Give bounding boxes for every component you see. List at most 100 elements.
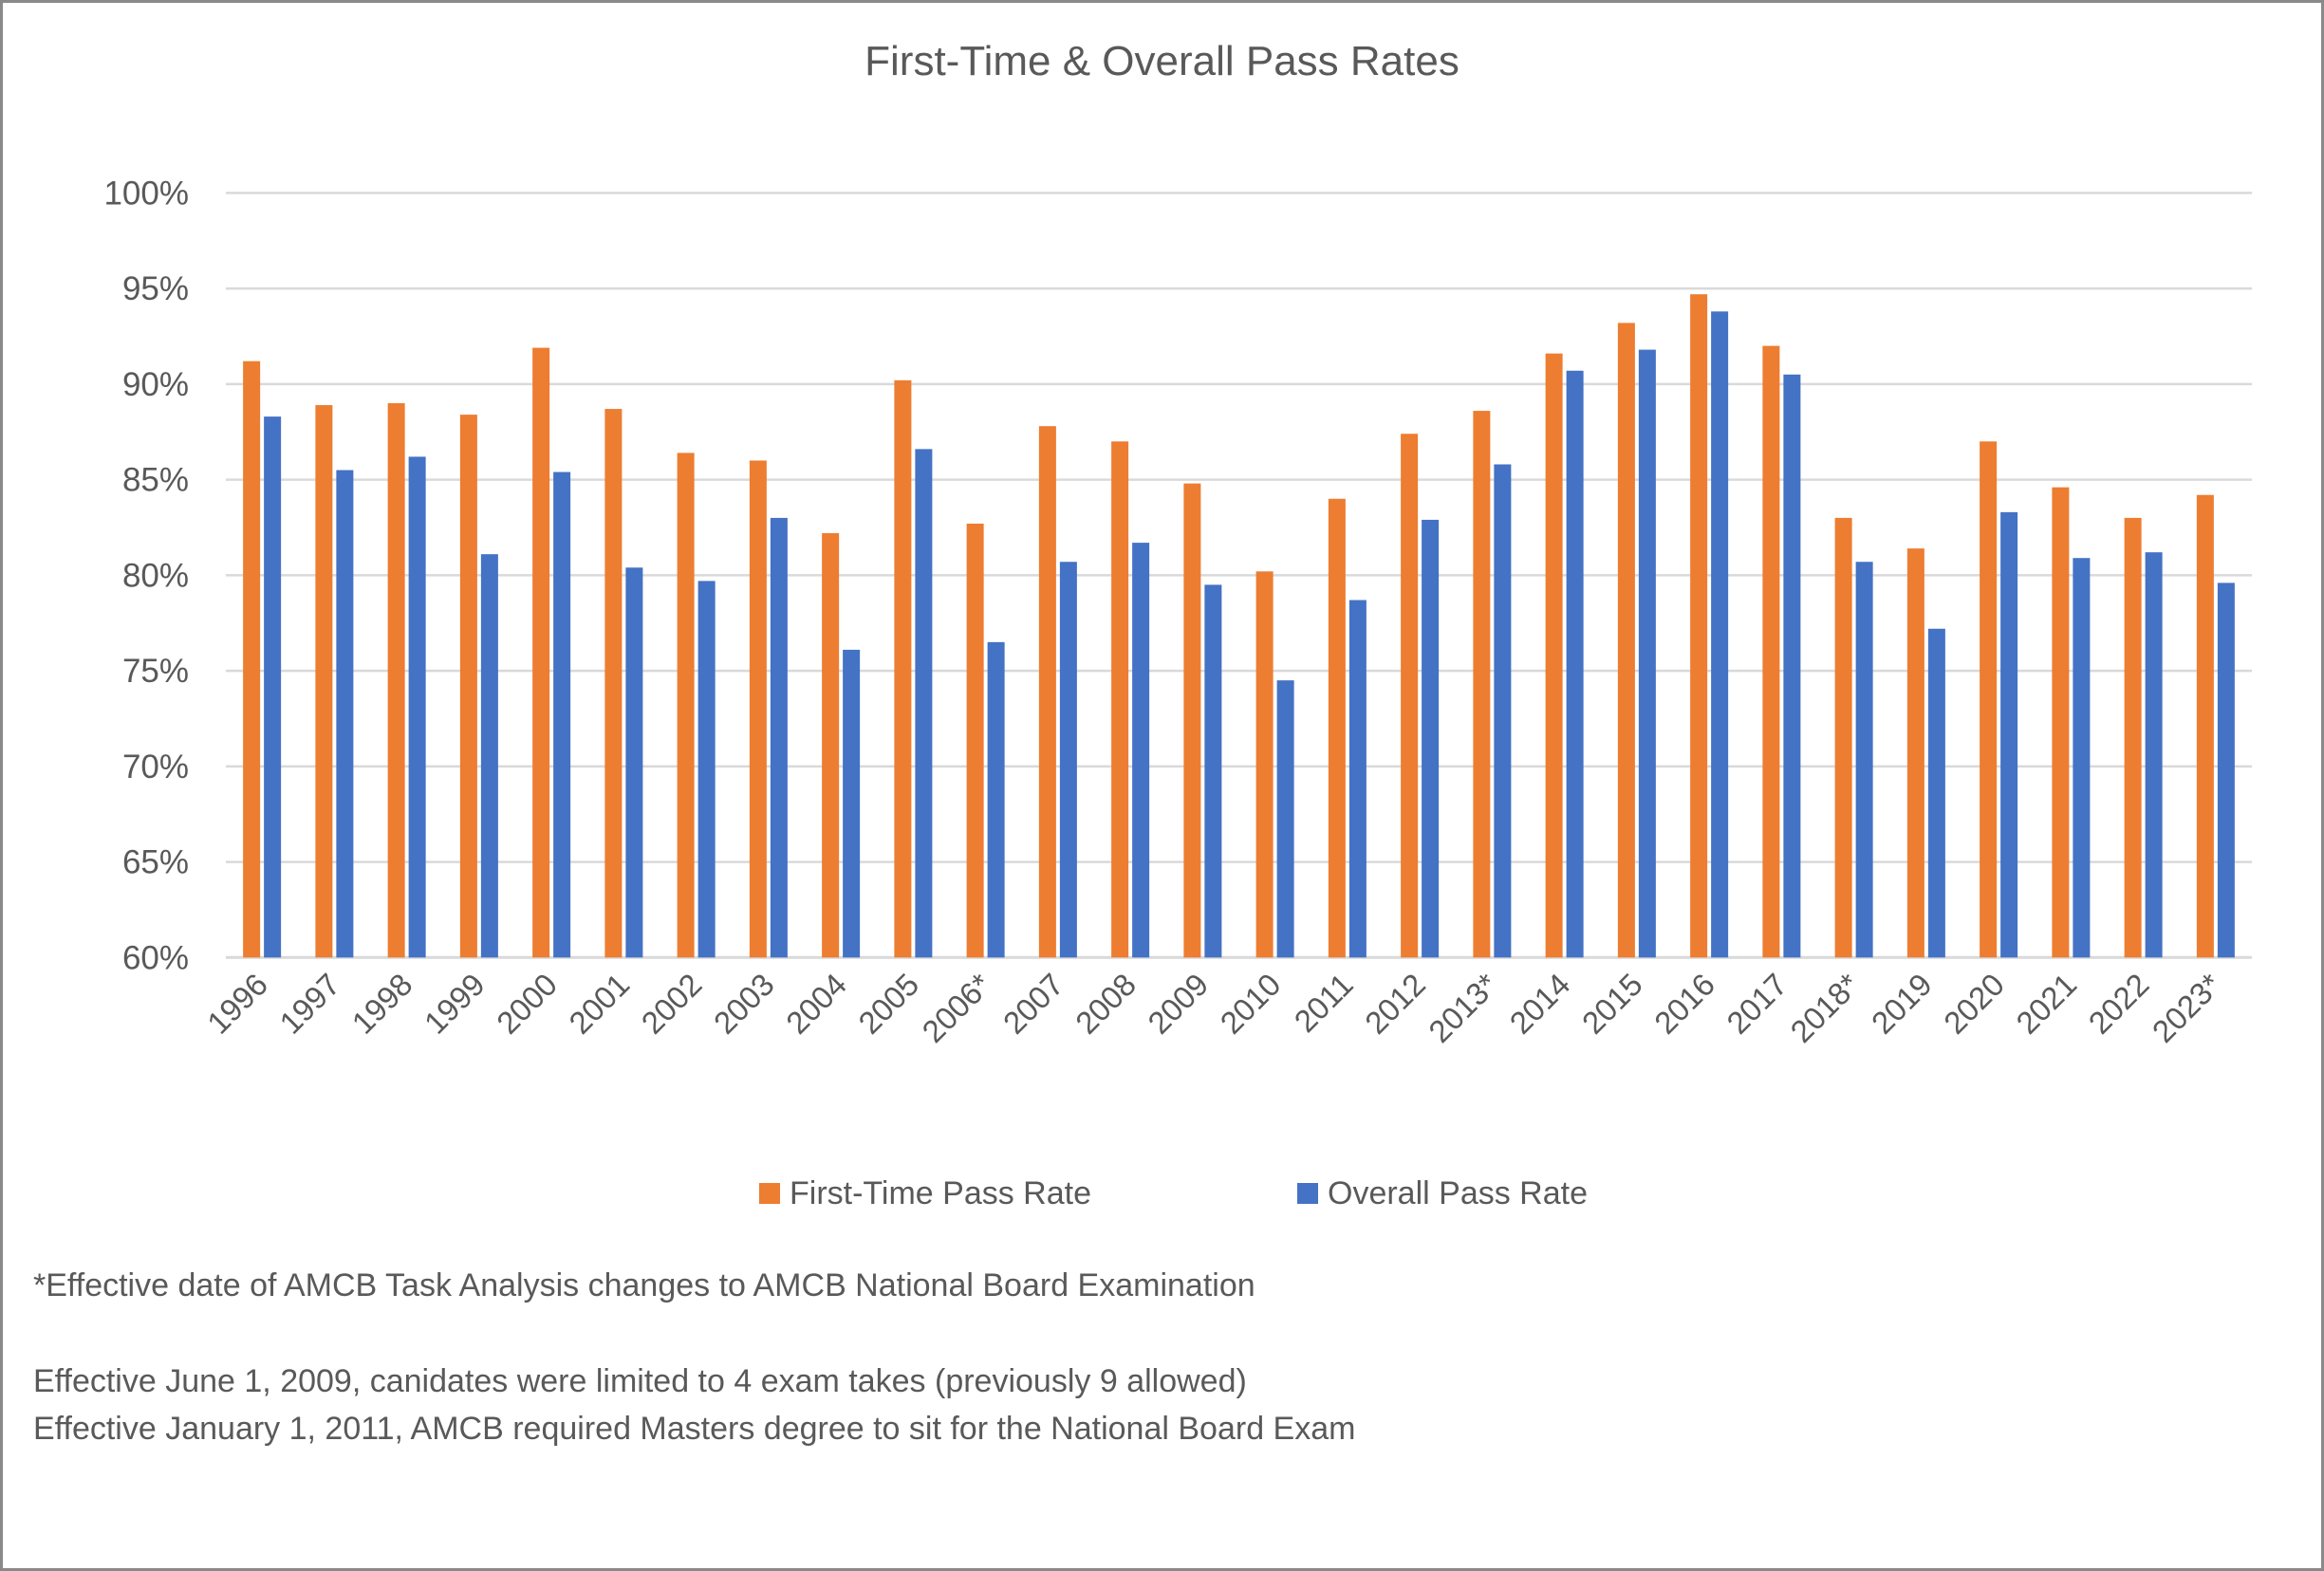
bar-overall-2002	[697, 581, 716, 958]
bar-overall-2000	[553, 471, 571, 958]
legend-label-first-time: First-Time Pass Rate	[790, 1174, 1092, 1211]
legend-item-overall: Overall Pass Rate	[1297, 1173, 1588, 1214]
bar-first-time-2023	[2196, 494, 2214, 958]
bar-overall-2007	[1059, 562, 1077, 958]
x-tick-label: 2016	[1647, 967, 1721, 1041]
bar-first-time-2001	[604, 409, 623, 958]
bar-first-time-2020	[1980, 441, 1998, 958]
legend-swatch-overall	[1297, 1183, 1318, 1204]
bar-first-time-2008	[1111, 441, 1129, 958]
x-tick-label: 1996	[200, 967, 274, 1041]
bar-overall-2009	[1204, 584, 1222, 958]
legend-item-first-time: First-Time Pass Rate	[759, 1173, 1091, 1214]
bar-overall-1998	[408, 456, 426, 958]
bar-first-time-1998	[387, 403, 405, 958]
legend-swatch-first-time	[759, 1183, 780, 1204]
bar-overall-2012	[1422, 519, 1440, 958]
x-tick-label: 2019	[1865, 967, 1939, 1041]
bar-overall-1999	[480, 554, 498, 958]
y-tick-label: 75%	[122, 653, 189, 690]
bar-overall-2006	[987, 641, 1005, 958]
x-tick-label: 2014	[1502, 967, 1576, 1041]
footnote-2009: Effective June 1, 2009, canidates were l…	[33, 1363, 1247, 1399]
bar-first-time-2012	[1401, 434, 1419, 958]
bar-overall-2005	[915, 449, 933, 958]
bar-overall-2022	[2145, 552, 2163, 958]
bar-overall-2004	[843, 649, 861, 958]
bar-overall-2018	[1855, 562, 1873, 958]
bar-overall-2020	[2000, 511, 2018, 958]
x-tick-label: 2018*	[1783, 967, 1866, 1049]
x-tick-label: 2005	[851, 967, 925, 1041]
bar-first-time-2019	[1906, 548, 1924, 958]
x-tick-label: 2015	[1575, 967, 1649, 1041]
bar-overall-2003	[770, 517, 788, 958]
x-tick-label: 2013*	[1422, 967, 1504, 1049]
chart-title: First-Time & Overall Pass Rates	[865, 38, 1459, 84]
x-tick-label: 2008	[1069, 967, 1143, 1041]
bar-first-time-2022	[2124, 517, 2142, 958]
y-tick-label: 70%	[122, 749, 189, 786]
bar-first-time-2009	[1183, 483, 1201, 958]
bar-overall-2001	[625, 567, 643, 958]
x-tick-label: 1998	[344, 967, 418, 1041]
x-tick-label: 2017	[1720, 967, 1794, 1041]
bar-first-time-1996	[243, 360, 261, 958]
bar-overall-2014	[1566, 370, 1584, 958]
bar-first-time-2007	[1038, 426, 1056, 958]
bar-overall-1997	[336, 470, 354, 958]
bar-first-time-2010	[1255, 571, 1274, 958]
x-tick-label: 2020	[1937, 967, 2011, 1041]
x-tick-label: 1999	[418, 967, 492, 1041]
y-axis-labels: 60% 65% 70% 75% 80% 85% 90% 95% 100%	[103, 175, 189, 976]
x-tick-label: 2002	[634, 967, 708, 1041]
bar-first-time-2011	[1328, 498, 1346, 958]
x-tick-label: 1997	[272, 967, 346, 1041]
footnote-2011: Effective January 1, 2011, AMCB required…	[33, 1411, 1356, 1447]
bar-first-time-2006	[966, 523, 984, 958]
bar-overall-2023	[2217, 582, 2235, 958]
bar-first-time-2016	[1690, 294, 1708, 958]
x-tick-label: 2022	[2081, 967, 2155, 1041]
y-tick-label: 80%	[122, 557, 189, 594]
bar-first-time-2017	[1762, 345, 1780, 958]
legend: First-Time Pass Rate Overall Pass Rate	[0, 1173, 2324, 1214]
legend-label-overall: Overall Pass Rate	[1328, 1174, 1588, 1211]
gridlines	[226, 192, 2252, 959]
x-tick-label: 2003	[707, 967, 781, 1041]
bar-overall-2010	[1276, 680, 1294, 958]
x-tick-label: 2010	[1213, 967, 1287, 1041]
x-tick-label: 2007	[996, 967, 1070, 1041]
bar-overall-2015	[1638, 349, 1656, 958]
bar-overall-2016	[1711, 311, 1729, 958]
x-tick-label: 2004	[779, 967, 853, 1041]
bar-overall-2008	[1132, 543, 1150, 958]
bar-overall-2013	[1494, 464, 1512, 958]
bar-first-time-2003	[749, 460, 767, 958]
bar-first-time-2015	[1617, 323, 1635, 958]
bar-first-time-2002	[677, 453, 695, 958]
bar-first-time-1999	[459, 415, 477, 958]
bar-overall-2017	[1783, 374, 1801, 958]
footnote-asterisk: *Effective date of AMCB Task Analysis ch…	[33, 1267, 1255, 1303]
x-tick-label: 2001	[562, 967, 636, 1041]
bar-overall-2011	[1348, 600, 1367, 958]
x-tick-label: 2021	[2009, 967, 2083, 1041]
bar-first-time-2014	[1545, 353, 1563, 958]
bar-first-time-2004	[822, 533, 840, 958]
x-tick-label: 2012	[1358, 967, 1432, 1041]
y-tick-label: 95%	[122, 270, 189, 307]
x-tick-label: 2023*	[2146, 967, 2228, 1049]
bar-first-time-2000	[532, 347, 550, 958]
x-axis-labels: 1996199719981999200020012002200320042005…	[200, 967, 2228, 1049]
x-tick-label: 2000	[490, 967, 564, 1041]
y-tick-label: 100%	[103, 175, 189, 212]
bar-overall-2021	[2073, 558, 2091, 958]
x-tick-label: 2009	[1141, 967, 1215, 1041]
y-tick-label: 85%	[122, 462, 189, 499]
bar-first-time-2018	[1834, 517, 1852, 958]
y-tick-label: 90%	[122, 366, 189, 403]
y-tick-label: 60%	[122, 939, 189, 976]
bar-first-time-2013	[1473, 411, 1491, 958]
